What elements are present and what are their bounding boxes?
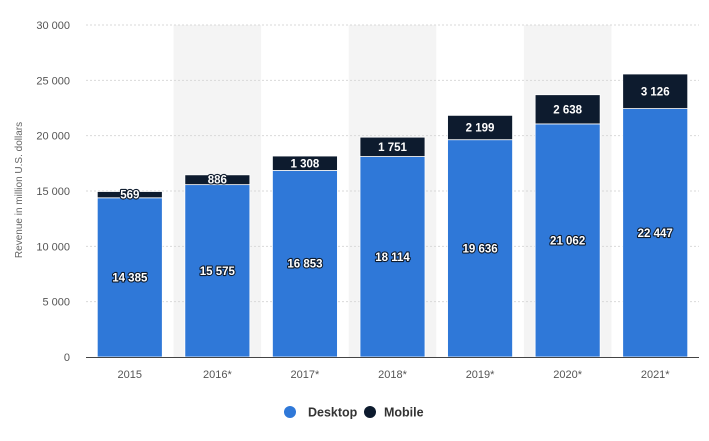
data-label-mobile: 2 199 [466, 123, 495, 135]
x-tick-label: 2015 [118, 369, 142, 381]
y-tick-label: 30 000 [36, 20, 70, 32]
data-label-desktop: 18 114 [375, 252, 410, 264]
bar-desktop [184, 184, 251, 358]
data-label-desktop: 16 853 [287, 259, 322, 271]
legend-label-mobile: Mobile [384, 406, 424, 420]
x-tick-label: 2019* [466, 369, 495, 381]
y-tick-label: 25 000 [36, 75, 70, 87]
data-label-desktop: 14 385 [112, 272, 148, 284]
y-axis-title: Revenue in million U.S. dollars [14, 122, 25, 258]
data-label-mobile: 3 126 [641, 86, 670, 98]
data-label-desktop: 19 636 [462, 243, 497, 255]
x-axis: 2015 2016* 2017* 2018* 2019* 2020* 2021* [86, 357, 699, 381]
y-tick-label: 20 000 [36, 131, 70, 143]
bar-mobile [622, 73, 689, 109]
data-label-mobile: 1 751 [378, 142, 407, 154]
data-label-mobile: 886 [208, 175, 227, 187]
bars: 14 385 569 15 575 886 16 853 1 308 18 114 1 751… [96, 73, 689, 358]
data-label-mobile: 569 [120, 190, 139, 202]
data-label-desktop: 21 062 [550, 235, 585, 247]
y-tick-label: 5 000 [42, 297, 70, 309]
bar-mobile [359, 136, 426, 157]
legend-marker-desktop [284, 406, 296, 418]
legend-label-desktop: Desktop [308, 406, 358, 420]
bar-desktop [622, 108, 689, 358]
bar-desktop [534, 123, 601, 358]
legend: Desktop Mobile [284, 406, 424, 420]
bar-mobile [534, 94, 601, 125]
bar-mobile [184, 174, 251, 186]
bar-desktop [96, 197, 163, 358]
bar-desktop [272, 170, 338, 358]
y-tick-label: 0 [64, 352, 70, 364]
bar-desktop [359, 156, 426, 358]
bar-desktop [447, 139, 513, 358]
bar-mobile [447, 114, 513, 141]
data-label-mobile: 1 308 [291, 158, 320, 170]
data-label-desktop: 22 447 [638, 228, 673, 240]
bar-mobile [96, 191, 163, 199]
x-tick-label: 2021* [641, 369, 670, 381]
data-label-mobile: 2 638 [553, 104, 582, 116]
y-tick-label: 15 000 [36, 186, 70, 198]
y-axis: 0 5 000 10 000 15 000 20 000 25 000 30 000 [36, 20, 70, 364]
bar-mobile [272, 155, 338, 171]
y-tick-label: 10 000 [36, 241, 70, 253]
legend-marker-mobile [364, 406, 376, 418]
x-tick-label: 2017* [291, 369, 320, 381]
data-label-desktop: 15 575 [200, 266, 236, 278]
x-tick-label: 2016* [203, 369, 232, 381]
x-tick-label: 2020* [553, 369, 582, 381]
x-tick-label: 2018* [378, 369, 407, 381]
